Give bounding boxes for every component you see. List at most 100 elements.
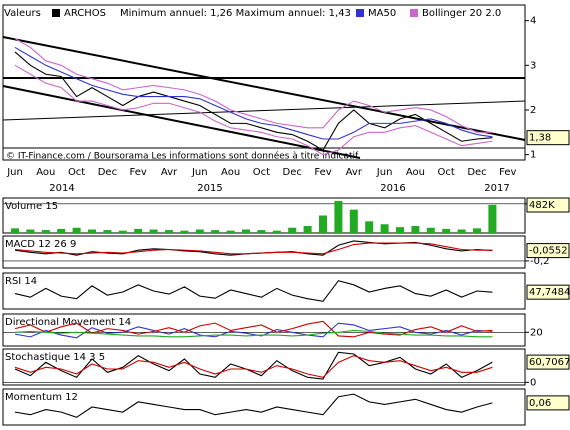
series-line [14, 322, 493, 339]
bar [334, 200, 343, 233]
current-value: 1,38 [529, 133, 551, 144]
x-tick-label: Dec [98, 167, 117, 178]
current-value: 482K [529, 200, 555, 211]
y-tick-label: 1 [530, 150, 536, 161]
bar [41, 230, 50, 233]
panel-title: MACD 12 26 9 [5, 239, 76, 250]
year-label: 2017 [484, 183, 509, 194]
bar [396, 227, 404, 233]
x-tick-label: Dec [467, 167, 486, 178]
bar [11, 228, 19, 233]
x-tick-label: Fev [499, 167, 516, 178]
x-tick-label: Avr [161, 167, 178, 178]
x-tick-label: Aou [221, 167, 240, 178]
value-box [526, 130, 570, 146]
year-label: 2015 [197, 183, 222, 194]
panel-frame [2, 272, 526, 310]
bar [149, 229, 158, 233]
series-line [14, 38, 493, 133]
bar [442, 228, 451, 233]
bar [365, 221, 374, 233]
year-label: 2016 [380, 183, 405, 194]
bar [180, 230, 189, 233]
bar [288, 227, 297, 233]
bar [103, 230, 112, 233]
series-line [14, 320, 493, 338]
y-tick-label: -0,2 [530, 256, 550, 267]
bar [349, 209, 358, 233]
current-value: 60,7067 [529, 357, 570, 368]
bar [242, 229, 250, 233]
bar [88, 229, 96, 233]
legend-bollinger: Bollinger 20 2.0 [422, 8, 501, 19]
bar [411, 226, 420, 233]
bar [380, 224, 389, 233]
series-line [14, 393, 493, 418]
legend-swatch [356, 9, 364, 17]
x-tick-label: Jun [376, 167, 393, 178]
bar [226, 230, 235, 233]
series-line [14, 355, 493, 378]
series-line [14, 64, 493, 156]
x-tick-label: Jun [6, 167, 23, 178]
subtitle: Minimum annuel: 1,26 Maximum annuel: 1,4… [120, 8, 351, 19]
bar [303, 226, 312, 233]
legend-archos: ARCHOS [64, 8, 106, 19]
series-line [14, 351, 493, 380]
bar [134, 228, 143, 233]
panel-frame [2, 348, 526, 386]
bar [319, 215, 327, 233]
y-tick-label: 0 [530, 377, 536, 388]
panel-title: Stochastique 14 3 5 [5, 352, 105, 363]
thin-lines [2, 100, 526, 149]
panel-title: RSI 14 [5, 276, 37, 287]
bar [195, 229, 204, 233]
y-tick-label: 20 [530, 327, 543, 338]
bar [72, 227, 81, 233]
panel-frame [2, 388, 526, 426]
bar [473, 228, 481, 233]
series-line [14, 242, 493, 255]
legend-ma50: MA50 [368, 8, 396, 19]
panel-title: Volume 15 [5, 201, 58, 212]
series-line [14, 51, 493, 151]
bar [457, 229, 466, 233]
x-tick-label: Fev [130, 167, 147, 178]
bar [57, 228, 66, 233]
x-tick-label: Aou [36, 167, 55, 178]
bar [211, 230, 220, 233]
series-line [14, 329, 493, 338]
x-tick-label: Oct [253, 167, 270, 178]
current-value: 47,7484 [529, 287, 570, 298]
bar [118, 230, 127, 233]
current-value: -0,0552 [529, 246, 568, 257]
x-tick-label: Oct [438, 167, 455, 178]
y-tick-label: 4 [530, 16, 536, 27]
x-tick-label: Avr [346, 167, 363, 178]
panel-frame [2, 313, 526, 347]
bar [272, 230, 281, 233]
year-label: 2014 [49, 183, 74, 194]
y-tick-label: 2 [530, 105, 536, 116]
legend-prefix: Valeurs [4, 8, 41, 19]
series-line [14, 46, 493, 140]
legend-swatch [52, 9, 60, 17]
panel-frame [2, 235, 526, 269]
x-tick-label: Aou [406, 167, 425, 178]
bar [426, 227, 435, 233]
legend-swatch [410, 9, 418, 17]
y-tick-label: 3 [530, 60, 536, 71]
x-tick-label: Jun [191, 167, 208, 178]
bar [257, 230, 266, 233]
panel-frame [2, 4, 526, 161]
series-line [14, 280, 493, 302]
value-box [526, 354, 570, 370]
bar [165, 230, 173, 233]
current-value: 0,06 [529, 398, 551, 409]
bar [488, 204, 497, 233]
value-box [526, 197, 570, 213]
value-box [526, 284, 570, 300]
watermark: © IT-Finance.com / Boursorama Les inform… [6, 151, 359, 162]
